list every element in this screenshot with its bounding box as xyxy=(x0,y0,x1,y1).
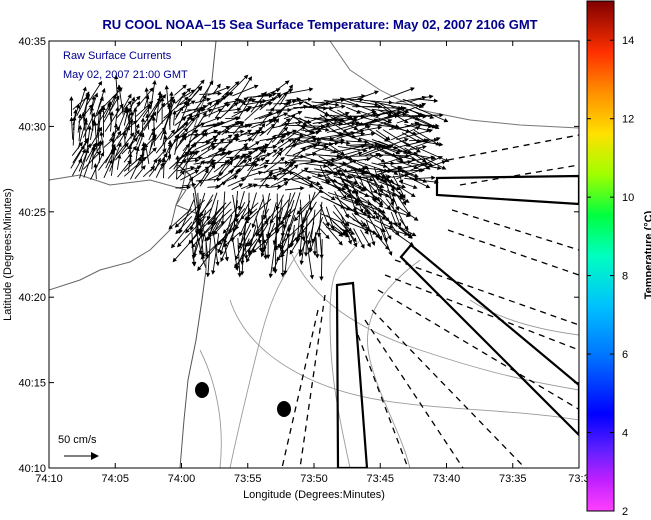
colorbar-tick-label: 6 xyxy=(622,349,628,361)
y-axis-label: Latitude (Degrees:Minutes) xyxy=(2,188,14,321)
colorbar-label: Temperature (°C) xyxy=(643,210,651,299)
radar-site-marker xyxy=(195,382,209,398)
x-tick-label: 73:45 xyxy=(366,473,394,485)
colorbar-tick-label: 4 xyxy=(622,428,628,440)
x-tick-label: 73:40 xyxy=(433,473,461,485)
y-tick-label: 40:30 xyxy=(18,121,46,133)
y-tick-label: 40:35 xyxy=(18,36,46,48)
x-tick-label: 73:35 xyxy=(499,473,527,485)
x-tick-label: 73:50 xyxy=(300,473,328,485)
scale-label: 50 cm/s xyxy=(58,434,97,446)
y-tick-label: 40:25 xyxy=(18,207,46,219)
colorbar xyxy=(587,1,614,511)
colorbar-tick-label: 8 xyxy=(622,271,628,283)
colorbar-tick-label: 14 xyxy=(622,35,634,47)
colorbar-tick-label: 2 xyxy=(622,506,628,515)
x-tick-label: 73:3 xyxy=(568,473,589,485)
legend-label: Raw Surface Currents xyxy=(63,50,172,62)
x-axis-label: Longitude (Degrees:Minutes) xyxy=(243,489,385,501)
x-tick-label: 74:00 xyxy=(168,473,196,485)
y-tick-label: 40:15 xyxy=(18,378,46,390)
chart-title: RU COOL NOAA–15 Sea Surface Temperature:… xyxy=(40,17,600,32)
legend-time: May 02, 2007 21:00 GMT xyxy=(63,69,188,81)
current-vector xyxy=(135,108,136,132)
x-tick-label: 74:05 xyxy=(101,473,129,485)
colorbar-tick-label: 10 xyxy=(622,192,634,204)
radar-site-marker xyxy=(277,401,291,417)
colorbar-tick-label: 12 xyxy=(622,114,634,126)
y-tick-label: 40:20 xyxy=(18,292,46,304)
x-tick-label: 73:55 xyxy=(234,473,262,485)
y-tick-label: 40:10 xyxy=(18,463,46,475)
current-vector xyxy=(154,117,155,146)
